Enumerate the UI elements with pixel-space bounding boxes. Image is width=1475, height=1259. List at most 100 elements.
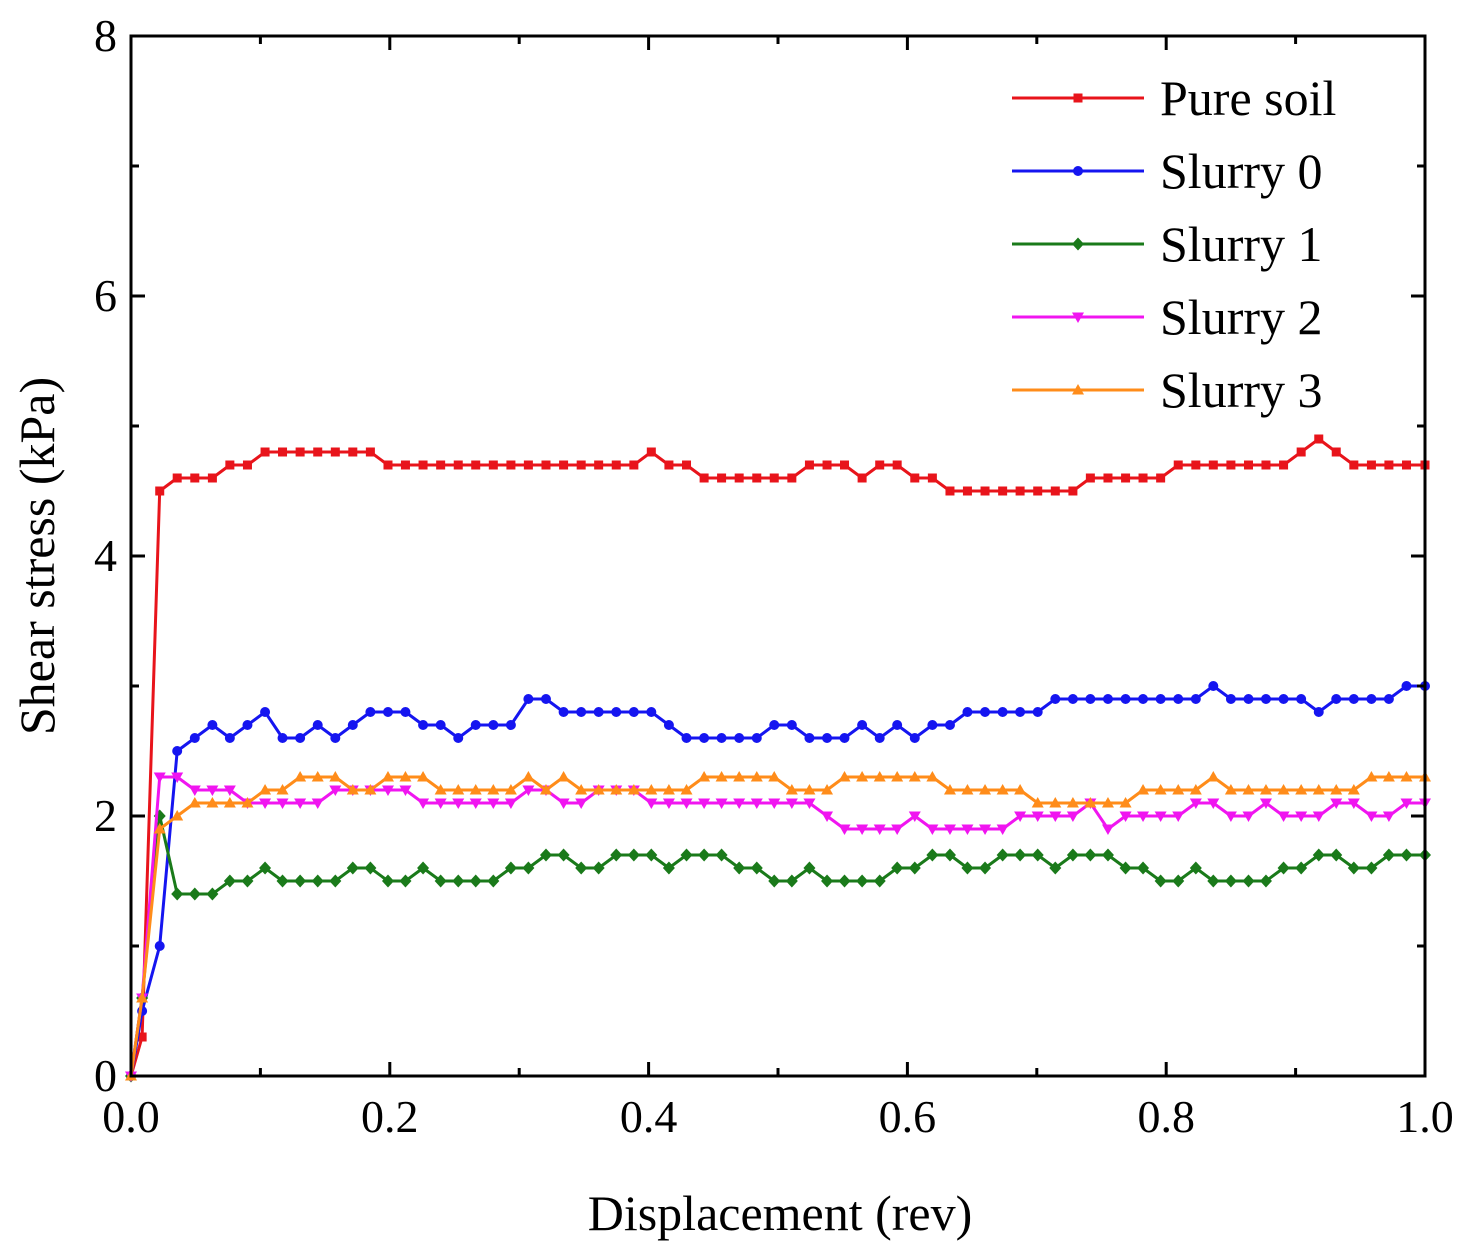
data-point-slurry-0 <box>822 733 833 743</box>
y-tick-label: 8 <box>94 10 117 61</box>
data-point-pure-soil <box>330 447 340 457</box>
data-point-pure-soil <box>910 473 920 483</box>
legend-swatch-marker <box>1073 166 1083 176</box>
data-point-slurry-1 <box>1101 848 1114 862</box>
legend-entry-slurry-2: Slurry 2 <box>1012 289 1323 345</box>
data-point-pure-soil <box>1033 486 1043 496</box>
data-point-pure-soil <box>541 460 551 470</box>
data-point-pure-soil <box>927 473 937 483</box>
data-point-slurry-0 <box>224 733 235 743</box>
data-point-slurry-3 <box>1014 784 1027 795</box>
data-point-slurry-1 <box>943 848 956 862</box>
data-point-slurry-3 <box>1154 784 1167 795</box>
data-point-slurry-3 <box>961 784 974 795</box>
data-point-slurry-2 <box>768 798 781 809</box>
data-point-slurry-2 <box>311 798 324 809</box>
data-point-pure-soil <box>945 486 955 496</box>
data-point-pure-soil <box>1085 473 1095 483</box>
data-point-slurry-3 <box>1330 784 1343 795</box>
data-point-slurry-3 <box>838 771 851 782</box>
series-slurry-0 <box>126 681 1430 1081</box>
legend-label: Pure soil <box>1160 70 1336 126</box>
data-point-slurry-0 <box>365 707 376 717</box>
data-point-pure-soil <box>155 486 165 496</box>
data-point-slurry-3 <box>698 771 711 782</box>
data-point-slurry-1 <box>399 874 412 888</box>
data-point-slurry-3 <box>1189 784 1202 795</box>
legend-swatch-marker <box>1073 93 1083 103</box>
axes: 0.0 0.2 0.4 0.6 0.8 1.0 0 2 4 6 8 <box>94 10 1454 1142</box>
data-point-slurry-2 <box>856 824 869 835</box>
data-point-slurry-2 <box>1119 811 1132 822</box>
data-point-slurry-3 <box>996 784 1009 795</box>
data-point-pure-soil <box>1138 473 1148 483</box>
data-point-slurry-1 <box>1382 848 1395 862</box>
data-point-slurry-2 <box>329 785 342 796</box>
legend-swatch-marker <box>1072 384 1084 395</box>
data-point-pure-soil <box>190 473 200 483</box>
data-point-slurry-2 <box>1224 811 1237 822</box>
data-point-slurry-3 <box>891 771 904 782</box>
data-point-slurry-2 <box>557 798 570 809</box>
data-point-pure-soil <box>1243 460 1253 470</box>
data-point-slurry-1 <box>452 874 465 888</box>
data-point-pure-soil <box>348 447 358 457</box>
data-point-slurry-3 <box>908 771 921 782</box>
data-point-slurry-3 <box>715 771 728 782</box>
data-point-pure-soil <box>1121 473 1131 483</box>
data-point-slurry-0 <box>1120 694 1131 704</box>
data-point-slurry-2 <box>750 798 763 809</box>
y-tick-label: 4 <box>94 530 117 581</box>
legend-entry-slurry-0: Slurry 0 <box>1012 143 1323 199</box>
data-point-slurry-0 <box>1015 707 1026 717</box>
data-point-slurry-2 <box>1101 824 1114 835</box>
data-point-slurry-0 <box>277 733 288 743</box>
data-point-pure-soil <box>1314 434 1324 444</box>
data-point-slurry-3 <box>469 784 482 795</box>
data-point-slurry-1 <box>522 861 535 875</box>
data-point-slurry-1 <box>610 848 623 862</box>
data-point-slurry-2 <box>1154 811 1167 822</box>
y-tick-label: 2 <box>94 790 117 841</box>
data-point-slurry-1 <box>504 861 517 875</box>
data-point-slurry-2 <box>1049 811 1062 822</box>
data-point-slurry-1 <box>662 861 675 875</box>
data-point-slurry-0 <box>242 720 253 730</box>
data-point-slurry-0 <box>1050 694 1061 704</box>
data-point-pure-soil <box>1401 460 1411 470</box>
data-point-slurry-0 <box>418 720 429 730</box>
data-point-slurry-0 <box>207 720 218 730</box>
data-point-pure-soil <box>365 447 375 457</box>
data-point-slurry-0 <box>892 720 903 730</box>
data-point-slurry-3 <box>803 784 816 795</box>
legend-label: Slurry 1 <box>1160 216 1323 272</box>
x-tick-label: 0.4 <box>620 1091 678 1142</box>
data-point-slurry-3 <box>750 771 763 782</box>
data-point-slurry-1 <box>680 848 693 862</box>
data-point-pure-soil <box>998 486 1008 496</box>
data-point-slurry-1 <box>417 861 430 875</box>
data-point-slurry-0 <box>1331 694 1342 704</box>
data-point-slurry-1 <box>768 874 781 888</box>
data-point-slurry-3 <box>1172 784 1185 795</box>
data-point-pure-soil <box>980 486 990 496</box>
data-point-slurry-3 <box>627 784 640 795</box>
data-point-pure-soil <box>699 473 709 483</box>
legend-entry-slurry-3: Slurry 3 <box>1012 362 1323 418</box>
data-point-pure-soil <box>857 473 867 483</box>
data-point-slurry-3 <box>487 784 500 795</box>
data-point-slurry-2 <box>1207 798 1220 809</box>
data-point-slurry-2 <box>926 824 939 835</box>
data-point-slurry-0 <box>453 733 464 743</box>
legend: Pure soil Slurry 0 Slurry 1 Slurry 2 Slurry … <box>1012 70 1336 418</box>
data-point-slurry-1 <box>1224 874 1237 888</box>
data-point-slurry-1 <box>1330 848 1343 862</box>
data-point-slurry-2 <box>943 824 956 835</box>
data-point-slurry-2 <box>399 785 412 796</box>
data-point-slurry-1 <box>1084 848 1097 862</box>
data-point-pure-soil <box>1103 473 1113 483</box>
data-point-slurry-0 <box>909 733 920 743</box>
data-point-slurry-2 <box>171 772 184 783</box>
data-point-pure-soil <box>787 473 797 483</box>
series-layer <box>125 434 1431 1083</box>
